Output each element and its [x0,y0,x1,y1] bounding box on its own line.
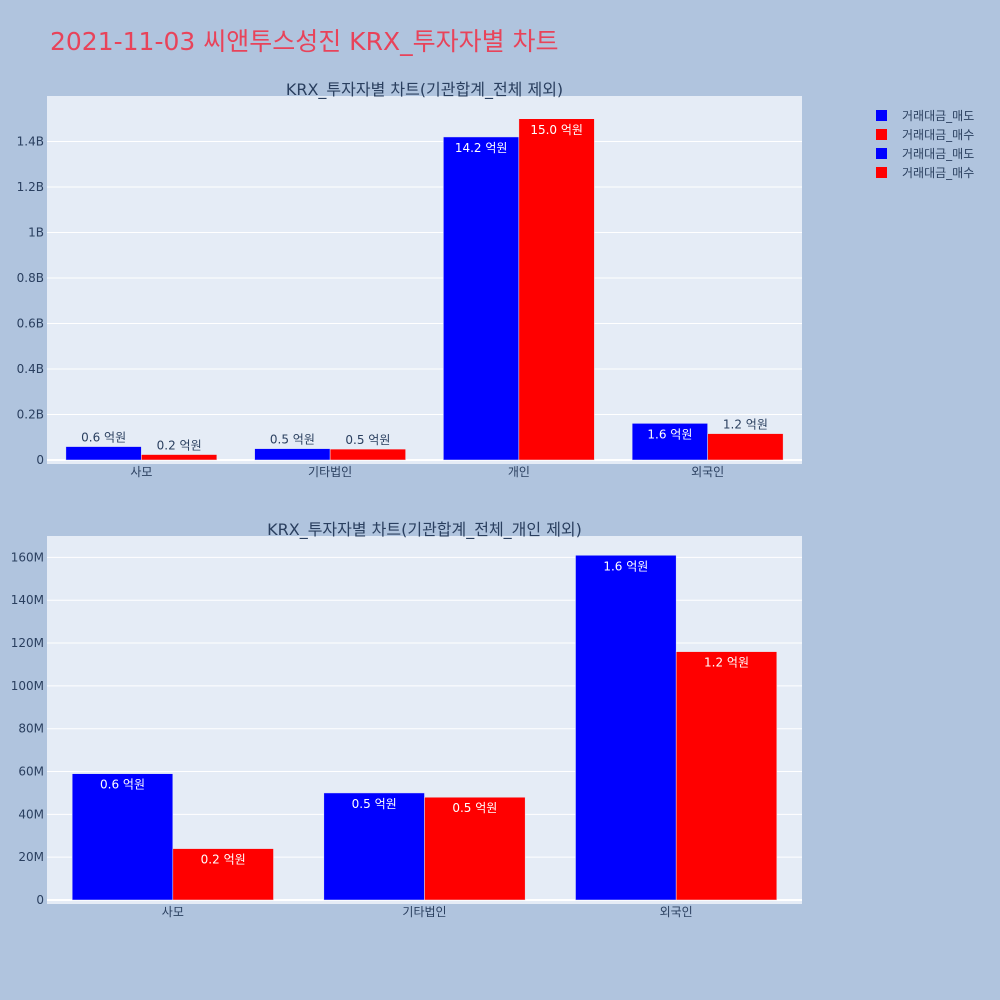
legend-swatch [876,129,887,140]
y-tick-label: 0.4B [17,362,44,376]
chart-title: KRX_투자자별 차트(기관합계_전체 제외) [286,80,563,100]
data-label: 0.2 억원 [157,439,202,453]
data-label: 1.6 억원 [603,559,648,573]
legend-label: 거래대금_매수 [902,128,975,142]
data-label: 0.5 억원 [345,433,390,447]
bar [631,423,708,461]
y-tick-label: 160M [11,550,44,564]
x-tick-label: 기타법인 [402,905,446,919]
bar [518,118,595,461]
bar [141,454,218,461]
legend-swatch [876,110,887,121]
legend-label: 거래대금_매도 [902,147,975,161]
y-tick-label: 0.8B [17,271,44,285]
data-label: 1.2 억원 [723,418,768,432]
bar [424,796,526,901]
bar [707,433,784,461]
legend-label: 거래대금_매수 [902,166,975,180]
legend: 거래대금_매도 거래대금_매수 거래대금_매도 거래대금_매수 [876,106,974,182]
legend-item[interactable]: 거래대금_매도 [876,106,974,125]
y-tick-label: 100M [11,679,44,693]
data-label: 0.5 억원 [270,433,315,447]
data-label: 0.2 억원 [201,853,246,867]
y-tick-label: 120M [11,636,44,650]
data-label: 0.5 억원 [352,797,397,811]
legend-label: 거래대금_매도 [902,109,975,123]
data-label: 1.2 억원 [704,656,749,670]
y-tick-label: 1.4B [17,135,44,149]
bar [254,448,331,461]
y-tick-label: 80M [18,722,44,736]
y-tick-label: 0.2B [17,408,44,422]
legend-swatch [876,167,887,178]
legend-item[interactable]: 거래대금_매수 [876,125,974,144]
bar [172,848,274,901]
bar [443,136,520,461]
y-tick-label: 0.6B [17,317,44,331]
bar [323,792,425,901]
x-tick-label: 기타법인 [308,465,352,479]
y-tick-label: 60M [18,765,44,779]
data-label: 0.6 억원 [81,431,126,445]
y-tick-label: 140M [11,593,44,607]
data-label: 0.6 억원 [100,778,145,792]
data-label: 14.2 억원 [455,141,508,155]
x-tick-label: 개인 [508,465,530,479]
x-tick-label: 사모 [162,905,184,919]
bar [329,448,406,461]
y-tick-label: 0 [36,893,44,907]
bar [71,773,174,901]
data-label: 1.6 억원 [647,427,692,441]
x-tick-label: 사모 [130,465,152,479]
y-tick-label: 40M [18,807,44,821]
x-tick-label: 외국인 [691,465,724,479]
bar [675,651,778,901]
data-label: 0.5 억원 [452,801,497,815]
legend-item[interactable]: 거래대금_매도 [876,144,974,163]
legend-item[interactable]: 거래대금_매수 [876,163,974,182]
bar [575,555,677,901]
main-title: 2021-11-03 씨앤투스성진 KRX_투자자별 차트 [50,27,559,56]
y-tick-label: 0 [36,453,44,467]
bar [65,446,142,461]
y-tick-label: 20M [18,850,44,864]
y-tick-label: 1B [28,226,44,240]
plot-area [47,96,802,464]
x-tick-label: 외국인 [660,905,693,919]
y-tick-label: 1.2B [17,180,44,194]
legend-swatch [876,148,887,159]
chart-title: KRX_투자자별 차트(기관합계_전체_개인 제외) [267,520,582,540]
chart-top: 0 0.2B 0.4B 0.6B 0.8B 1B 1.2B 1.4B KRX_투자자별 차트(기… [17,80,802,479]
chart-bottom: 0 20M 40M 60M 80M 100M 120M 140M 160M KRX_투자자별 차트… [11,520,802,919]
data-label: 15.0 억원 [530,123,583,137]
